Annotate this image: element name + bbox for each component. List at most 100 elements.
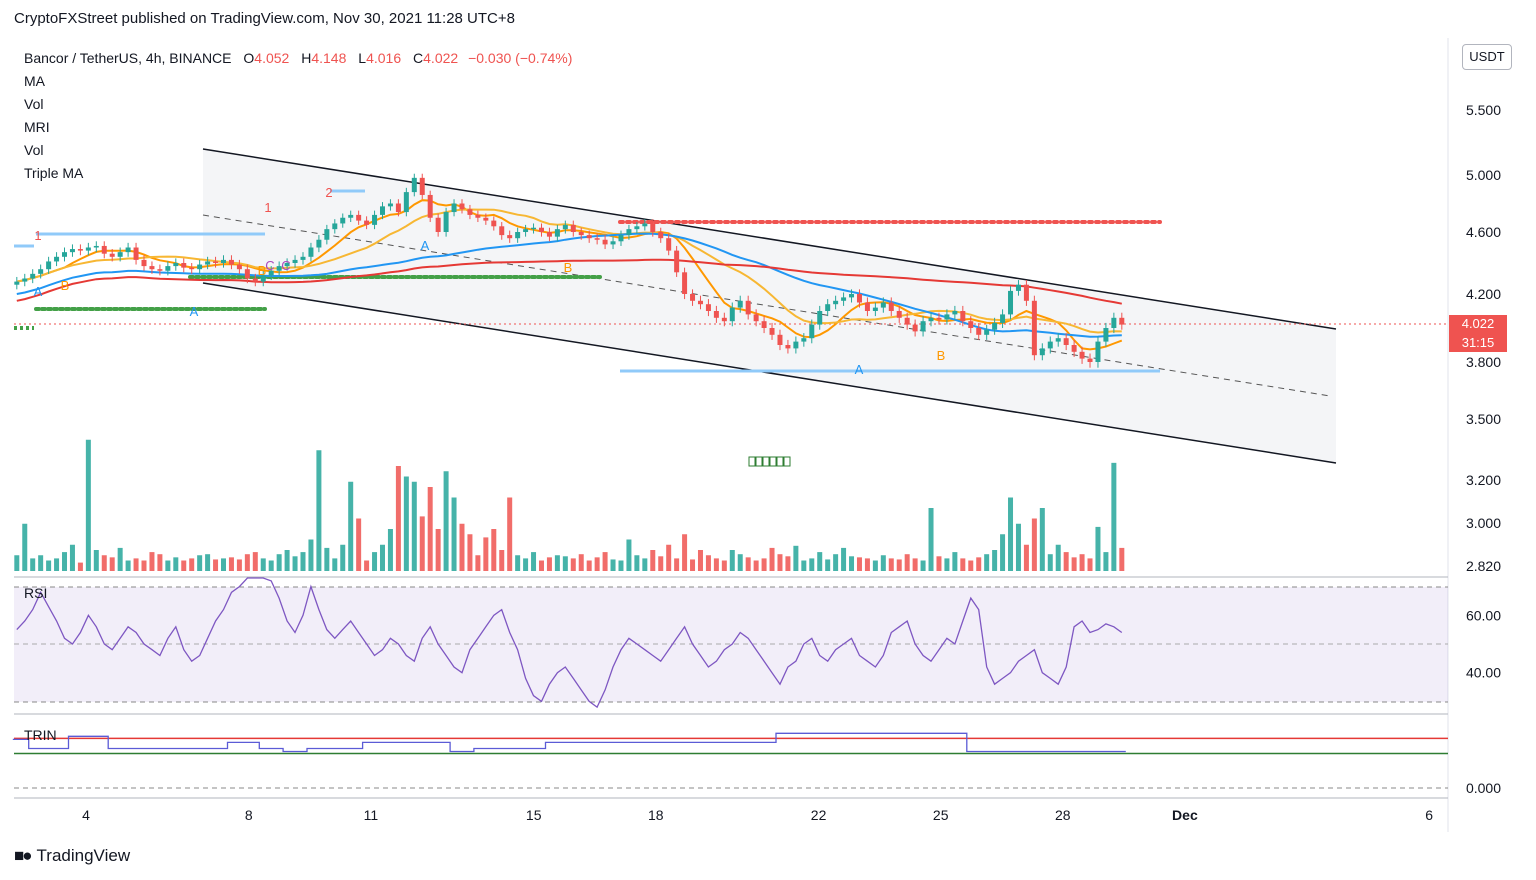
volume-bar — [1111, 462, 1117, 571]
volume-bar — [849, 556, 855, 571]
candle-body — [403, 192, 409, 213]
volume-bar — [300, 552, 306, 571]
volume-bar — [499, 550, 505, 571]
trin-tick-label: 0.000 — [1466, 780, 1501, 796]
candle-body — [745, 300, 751, 315]
volume-bar — [221, 558, 227, 571]
volume-bar — [356, 518, 362, 571]
candle-body — [1095, 341, 1101, 362]
trin-line — [12, 732, 1126, 753]
currency-button[interactable]: USDT — [1462, 44, 1512, 70]
volume-bar — [936, 556, 942, 571]
volume-bar — [228, 557, 234, 571]
indicator-mri[interactable]: MRI — [24, 119, 50, 135]
volume-bar — [1039, 508, 1045, 571]
volume-bar — [475, 555, 481, 571]
volume-bar — [769, 547, 775, 571]
candle-body — [364, 220, 370, 225]
tradingview-footer[interactable]: ■● TradingView — [14, 846, 130, 866]
price-tick-label: 3.500 — [1466, 411, 1501, 427]
rsi-tick-label: 60.00 — [1466, 607, 1501, 623]
channel — [14, 148, 1448, 464]
candle-body — [1055, 338, 1061, 342]
low-value: 4.016 — [366, 50, 402, 66]
candle-body — [101, 245, 107, 254]
volume-bar — [467, 534, 473, 571]
volume-bar — [173, 557, 179, 571]
volume-bar — [451, 497, 457, 571]
candle-body — [690, 294, 696, 301]
candle-body — [793, 341, 799, 349]
volume-bar — [594, 557, 600, 571]
volume-bar — [880, 555, 886, 571]
trin-pane — [12, 732, 1448, 789]
volume-bar — [459, 523, 465, 571]
candle-body — [1087, 358, 1093, 362]
pattern-marker: A — [34, 284, 43, 299]
volume-bar — [872, 560, 878, 571]
volume-bar — [101, 555, 107, 571]
volume-bar — [523, 558, 529, 571]
channel-mid-line — [202, 214, 1331, 397]
high-label: H — [301, 50, 312, 66]
candle-body — [14, 281, 20, 285]
volume-bar — [1095, 526, 1101, 571]
trin-label[interactable]: TRIN — [24, 727, 57, 743]
price-tick-label: 3.800 — [1466, 354, 1501, 370]
candle-body — [276, 266, 282, 271]
candle-body — [936, 317, 942, 320]
rsi-tick-label: 40.00 — [1466, 665, 1501, 681]
candle-body — [109, 253, 115, 257]
candle-body — [849, 294, 855, 298]
candle-body — [1000, 314, 1006, 323]
candle-body — [340, 217, 346, 224]
indicator-ma[interactable]: MA — [24, 73, 45, 89]
volume-bar — [419, 516, 425, 571]
indicator-vol-2[interactable]: Vol — [24, 142, 44, 158]
time-tick-label: 11 — [364, 807, 379, 823]
candle-body — [833, 300, 839, 305]
candle-body — [817, 311, 823, 325]
volume-bar — [372, 552, 378, 571]
candle-body — [682, 272, 688, 294]
indicator-triple-ma[interactable]: Triple MA — [24, 165, 84, 181]
candle-body — [634, 226, 640, 230]
pattern-marker: A — [190, 304, 199, 319]
candle-body — [523, 229, 529, 232]
pattern-marker: C — [265, 258, 274, 273]
volume-bar — [761, 558, 767, 571]
candle-body — [761, 321, 767, 328]
candle-body — [856, 294, 862, 303]
pattern-marker: B — [937, 348, 946, 363]
candle-body — [578, 232, 584, 236]
volume-bar — [181, 560, 187, 571]
candle-body — [1039, 348, 1045, 356]
candle-body — [1103, 328, 1109, 342]
candle-body — [737, 300, 743, 308]
volume-bar — [165, 560, 171, 571]
volume-bar — [213, 559, 219, 571]
change-value: −0.030 (−0.74%) — [468, 50, 573, 66]
candle-body — [650, 223, 656, 232]
indicator-vol[interactable]: Vol — [24, 96, 44, 112]
candle-body — [1047, 341, 1053, 349]
candle-body — [1079, 351, 1085, 359]
volume-bar — [236, 559, 242, 571]
candle-body — [173, 263, 179, 267]
volume-bar — [745, 557, 751, 571]
volume-bar — [721, 560, 727, 571]
candle-body — [920, 321, 926, 332]
candle-body — [149, 266, 155, 270]
rsi-line — [16, 577, 1123, 709]
current-price-tag: 4.022 — [1449, 315, 1507, 333]
candle-body — [236, 264, 242, 270]
rsi-label[interactable]: RSI — [24, 585, 48, 601]
candle-body — [968, 321, 974, 328]
candle-body — [674, 250, 680, 273]
volume-bar — [856, 557, 862, 571]
signal-box-icon — [776, 456, 784, 467]
time-tick-label: 28 — [1055, 807, 1071, 823]
candle-body — [467, 209, 473, 215]
